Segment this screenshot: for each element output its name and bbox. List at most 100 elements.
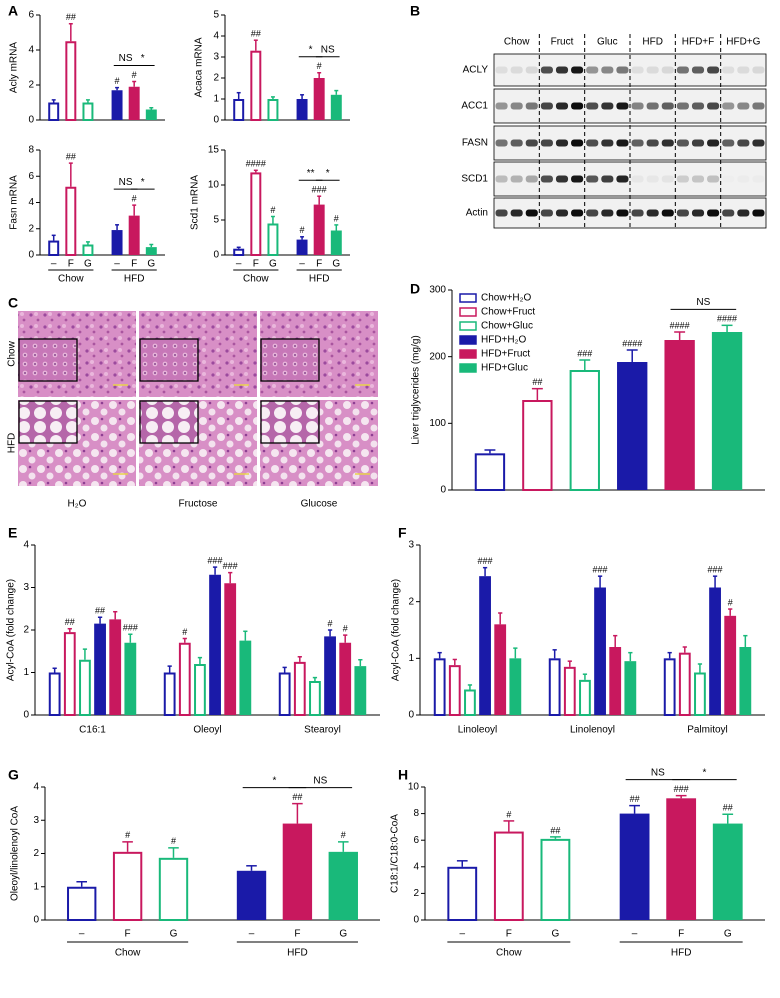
blot-band <box>631 175 644 183</box>
y-tick-label: 6 <box>28 171 34 182</box>
row-label: HFD <box>7 433 18 454</box>
y-tick-label: 8 <box>413 808 419 819</box>
blot-band <box>737 102 750 110</box>
bar <box>474 453 506 492</box>
blot-band <box>555 139 569 147</box>
significance-mark: #### <box>622 338 642 348</box>
y-tick-label: 0 <box>413 915 419 926</box>
blot-band <box>691 102 705 110</box>
x-tick-label: – <box>249 929 255 940</box>
y-axis-label: Acly mRNA <box>9 42 20 93</box>
blot-band <box>525 102 538 110</box>
y-tick-label: 4 <box>413 861 419 872</box>
x-tick-label: F <box>253 259 259 270</box>
x-tick-label: Linoleoyl <box>458 725 497 736</box>
blot-band <box>707 102 720 110</box>
x-tick-label: G <box>724 929 732 940</box>
significance-mark: #### <box>246 159 266 169</box>
blot-band <box>540 139 553 147</box>
group-label: Chow <box>58 274 84 285</box>
bracket-label: NS <box>321 44 335 55</box>
bar <box>79 659 91 716</box>
significance-mark: ## <box>65 617 75 627</box>
bar <box>711 332 743 490</box>
y-axis-label: C18:1/C18:0-CoA <box>390 814 401 893</box>
blot-band <box>555 175 569 183</box>
y-tick-label: 2 <box>213 73 219 84</box>
significance-mark: ## <box>66 152 76 162</box>
bar <box>663 658 676 716</box>
x-tick-label: G <box>170 929 178 940</box>
x-tick-label: F <box>678 929 684 940</box>
blot-band <box>737 176 749 183</box>
blot-band <box>722 66 735 74</box>
bar <box>250 172 262 256</box>
blot-band <box>661 66 674 74</box>
significance-mark: # <box>334 213 339 223</box>
blot-band <box>691 139 705 147</box>
y-axis-label: Acyl-CoA (fold change) <box>6 579 17 681</box>
blot-band <box>752 139 765 147</box>
blot-band <box>737 66 750 74</box>
bracket-label: ** <box>307 168 315 179</box>
significance-mark: ### <box>674 784 689 794</box>
significance-mark: # <box>341 830 346 840</box>
y-tick-label: 8 <box>28 145 34 156</box>
y-tick-label: 0 <box>28 115 34 126</box>
significance-mark: #### <box>670 320 690 330</box>
blot-band <box>495 175 508 183</box>
bar <box>112 851 143 922</box>
significance-mark: ### <box>123 623 138 633</box>
blot-band <box>616 209 629 217</box>
blot-band <box>616 139 629 147</box>
bar <box>178 642 191 716</box>
blot-band <box>571 209 584 217</box>
panel-label: E <box>8 525 17 541</box>
blot-band <box>707 175 720 183</box>
significance-mark: ### <box>708 565 723 575</box>
bar <box>233 248 245 256</box>
blot-band <box>661 139 674 147</box>
x-tick-label: F <box>294 929 300 940</box>
y-axis-label: Scd1 mRNA <box>190 175 201 230</box>
blot-band <box>737 209 750 217</box>
bar <box>664 340 695 490</box>
blot-band <box>510 66 523 74</box>
bar <box>617 362 648 490</box>
histology-inset <box>260 400 320 444</box>
bar <box>464 689 476 716</box>
blot-band <box>601 102 614 110</box>
y-tick-label: 15 <box>208 145 220 156</box>
blot-band <box>571 102 584 110</box>
legend-swatch <box>459 335 477 345</box>
bar <box>63 632 76 716</box>
bar <box>493 831 524 921</box>
x-tick-label: – <box>51 259 57 270</box>
significance-mark: # <box>270 205 275 215</box>
blot-band <box>707 209 720 217</box>
significance-mark: # <box>728 597 733 607</box>
bar <box>712 823 743 920</box>
bar <box>48 102 60 121</box>
bracket-label: * <box>326 168 330 179</box>
blot-band <box>661 102 674 110</box>
y-tick-label: 6 <box>413 835 419 846</box>
x-tick-label: Palmitoyl <box>687 725 728 736</box>
x-tick-label: G <box>147 259 155 270</box>
x-tick-label: F <box>68 259 74 270</box>
histology-inset <box>18 400 78 444</box>
x-tick-label: Stearoyl <box>304 725 341 736</box>
bar <box>309 681 321 716</box>
bar <box>548 658 561 716</box>
lane-label: HFD+G <box>726 37 760 48</box>
bracket-label: * <box>309 44 313 55</box>
legend-swatch <box>459 293 477 303</box>
bar <box>563 666 576 716</box>
blot-band <box>495 139 508 147</box>
blot-band <box>525 139 538 147</box>
blot-band <box>571 139 584 147</box>
group-label: Chow <box>243 274 269 285</box>
bar <box>666 798 697 920</box>
blot-band <box>691 66 705 74</box>
histology-inset <box>139 400 199 444</box>
